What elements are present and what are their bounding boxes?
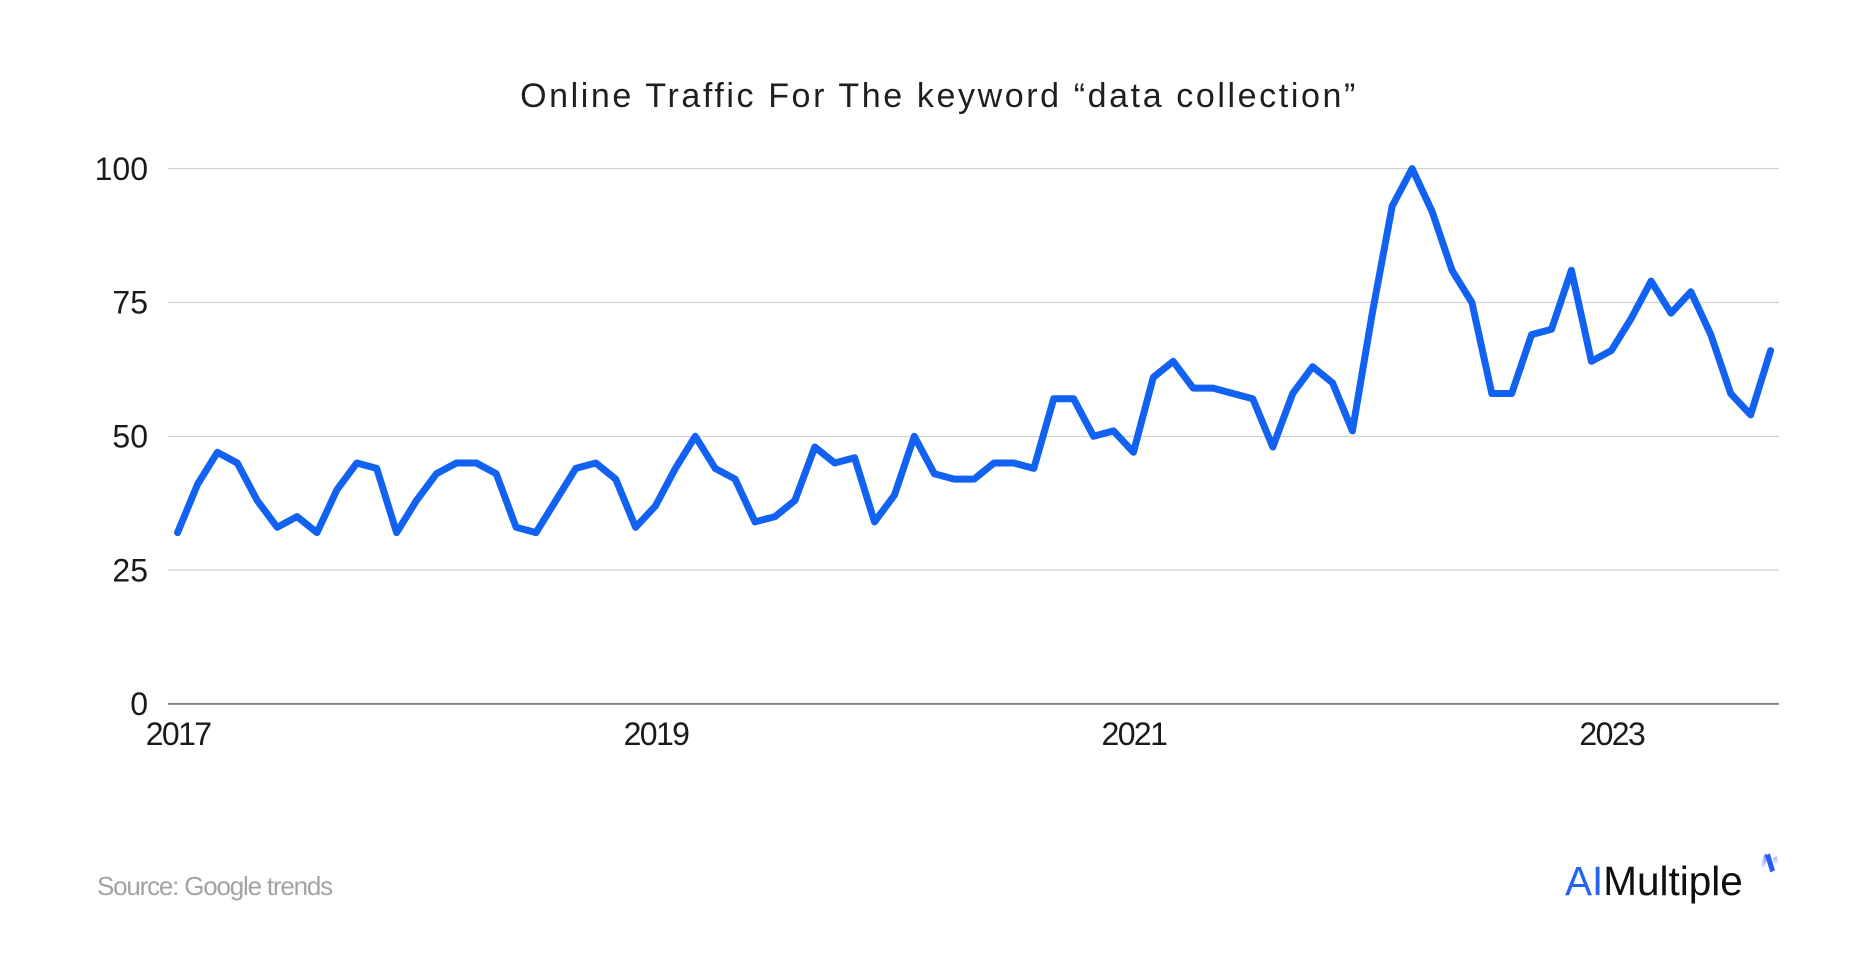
svg-text:AIMultiple: AIMultiple <box>1565 858 1743 904</box>
svg-text:100: 100 <box>95 151 148 187</box>
svg-text:Source: Google trends: Source: Google trends <box>97 871 333 901</box>
svg-text:2021: 2021 <box>1102 716 1168 752</box>
svg-text:2017: 2017 <box>146 716 212 752</box>
svg-text:25: 25 <box>112 552 148 588</box>
svg-text:50: 50 <box>112 419 148 455</box>
svg-text:2023: 2023 <box>1579 716 1645 752</box>
svg-text:75: 75 <box>112 285 148 321</box>
svg-text:0: 0 <box>130 686 148 722</box>
svg-text:2019: 2019 <box>624 716 690 752</box>
svg-text:Online Traffic For The keyword: Online Traffic For The keyword “data col… <box>520 77 1358 115</box>
